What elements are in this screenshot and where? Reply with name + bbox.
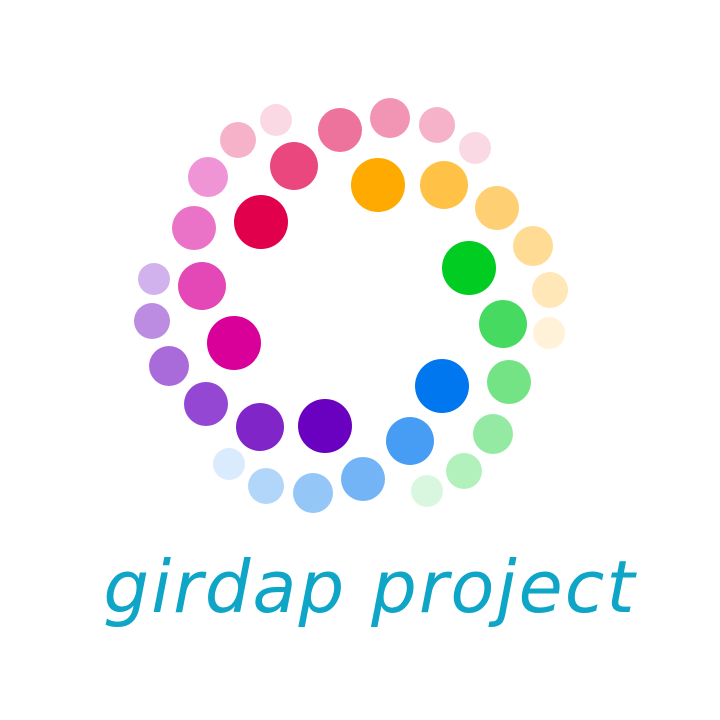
- logo-dot-red-33: [370, 98, 410, 138]
- logo-dot-purple-30: [138, 263, 170, 295]
- logo-dot-red-13: [220, 122, 256, 158]
- logo-dot-purple-29: [134, 303, 170, 339]
- logo-dot-orange-15: [475, 186, 519, 230]
- wordmark: girdap project: [103, 545, 637, 629]
- logo-dot-purple-10: [236, 403, 284, 451]
- logo-dot-magenta-31: [172, 206, 216, 250]
- logo-dot-blue-26: [213, 448, 245, 480]
- logo-dot-purple-4: [298, 399, 352, 453]
- logo-dot-red-14: [260, 104, 292, 136]
- logo-dot-magenta-5: [207, 316, 261, 370]
- logo-dot-red-35: [459, 132, 491, 164]
- logo-dot-blue-24: [293, 473, 333, 513]
- logo-dot-orange-17: [532, 272, 568, 308]
- logo-dot-purple-28: [149, 346, 189, 386]
- logo-dot-orange-1: [351, 158, 405, 212]
- logo-dot-green-22: [411, 475, 443, 507]
- logo-dot-green-2: [442, 241, 496, 295]
- logo-dot-red-34: [419, 107, 455, 143]
- logo-dot-blue-25: [248, 468, 284, 504]
- logo-dot-green-20: [473, 414, 513, 454]
- logo-dot-magenta-32: [188, 157, 228, 197]
- logo-dot-purple-27: [184, 382, 228, 426]
- logo-dot-orange-16: [513, 226, 553, 266]
- logo-dot-green-8: [479, 300, 527, 348]
- swirl-dots-logo: [134, 98, 568, 513]
- logo-dot-orange-18: [533, 317, 565, 349]
- logo-dot-red-12: [318, 108, 362, 152]
- logo-dot-green-21: [446, 453, 482, 489]
- logo-dot-red-6: [270, 142, 318, 190]
- logo-dot-blue-3: [415, 359, 469, 413]
- logo-dot-magenta-11: [178, 262, 226, 310]
- logo-dot-blue-9: [386, 417, 434, 465]
- logo-dot-green-19: [487, 360, 531, 404]
- logo-dot-blue-23: [341, 457, 385, 501]
- logo-dot-red-0: [234, 195, 288, 249]
- logo-dot-orange-7: [420, 161, 468, 209]
